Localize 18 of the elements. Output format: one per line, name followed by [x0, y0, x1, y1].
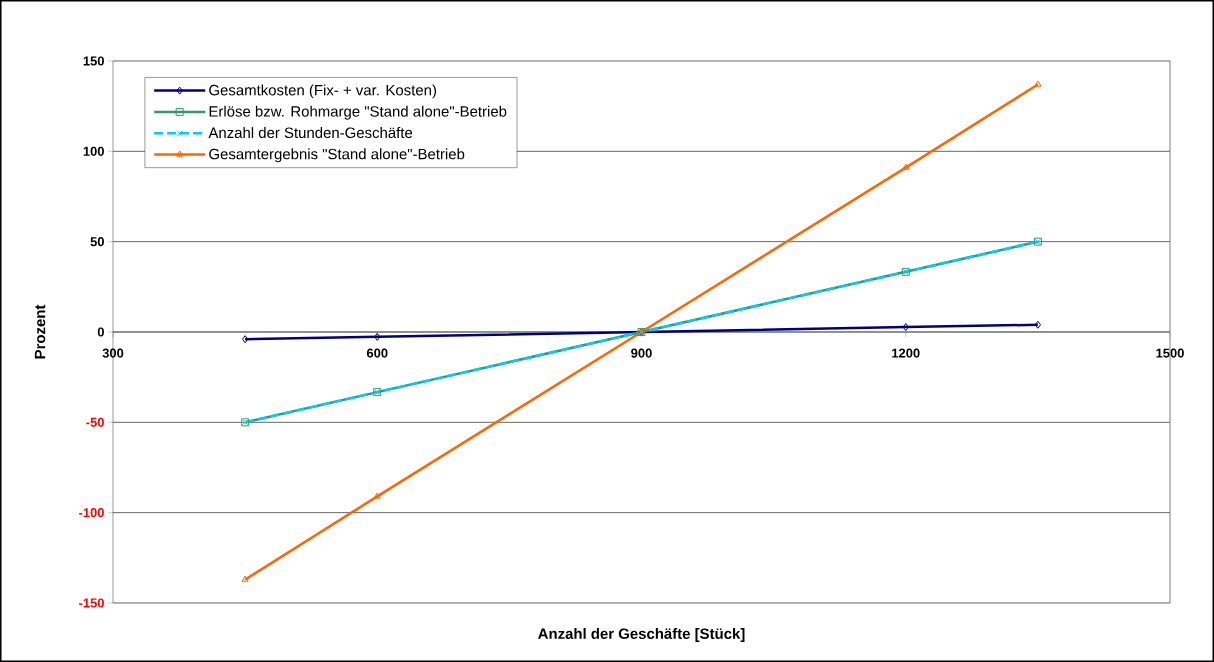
y-tick-label: -100 [79, 508, 104, 518]
y-tick-label: 150 [83, 56, 104, 66]
x-axis-title: Anzahl der Geschäfte [Stück] [538, 628, 745, 642]
x-tick-label: 600 [366, 348, 388, 358]
y-axis-title: Prozent [34, 304, 46, 359]
y-tick-label: 50 [90, 237, 104, 247]
y-tick-label: 0 [97, 327, 104, 337]
y-tick-label: 100 [83, 146, 104, 156]
legend-label: Anzahl der Stunden-Geschäfte [208, 127, 413, 139]
x-tick-label: 900 [631, 348, 652, 358]
legend-label: Gesamtkosten (Fix- + var. Kosten) [209, 84, 437, 99]
y-tick-label: -50 [86, 417, 104, 427]
x-tick-label: 300 [102, 348, 124, 358]
legend-label: Erlöse bzw. Rohmarge "Stand alone"-Betrieb [209, 105, 507, 120]
y-tick-label: -150 [79, 598, 104, 608]
legend-label: Gesamtergebnis "Stand alone"-Betrieb [209, 148, 465, 163]
x-tick-label: 1200 [892, 348, 920, 358]
x-tick-label: 1500 [1156, 348, 1184, 358]
